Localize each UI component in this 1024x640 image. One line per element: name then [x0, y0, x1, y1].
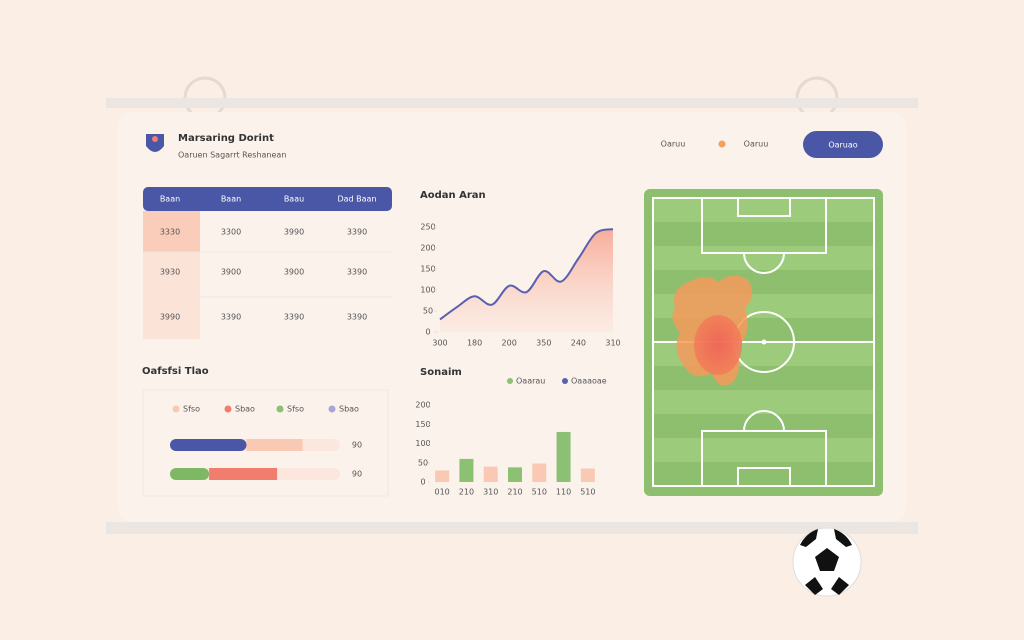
y-tick-label: 250 [420, 223, 435, 232]
table-header: Baan [221, 195, 241, 204]
legend-label: Sfso [287, 405, 304, 414]
pitch [644, 189, 883, 496]
x-tick-label: 310 [483, 488, 498, 497]
y-tick-label: 200 [415, 401, 430, 410]
progress-segment [209, 468, 278, 480]
title: Marsaring Dorint [178, 133, 274, 144]
x-tick-label: 510 [580, 488, 595, 497]
y-tick-label: 150 [415, 420, 430, 429]
bar [459, 458, 474, 482]
legend-swatch [276, 405, 284, 413]
table-cell: 3330 [160, 228, 180, 237]
y-tick-label: 150 [420, 265, 435, 274]
table-cell: 3900 [284, 268, 304, 277]
table-cell: 3990 [160, 313, 180, 322]
line [439, 228, 614, 321]
bar [483, 466, 498, 482]
legend-swatch [224, 405, 232, 413]
bar [532, 463, 547, 482]
y-tick-label: 0 [425, 328, 430, 337]
table-header: Baan [160, 195, 180, 204]
rail-bottom [106, 522, 918, 534]
x-tick-label: 180 [467, 339, 482, 348]
x-tick-label: 010 [435, 488, 450, 497]
line-area [440, 229, 613, 332]
chart-title: Aodan Aran [420, 190, 486, 201]
bar [508, 467, 522, 482]
table-header: Dad Baan [337, 195, 376, 204]
table-cell: 3390 [347, 313, 367, 322]
x-tick-label: 110 [556, 488, 571, 497]
legend-swatch [328, 405, 336, 413]
legend-label: Sfso [183, 405, 200, 414]
x-tick-label: 310 [605, 339, 620, 348]
chart-title: Oafsfsi Tlao [142, 366, 209, 377]
x-tick-label: 210 [507, 488, 522, 497]
panel [142, 389, 389, 497]
progress-label: 90 [352, 441, 362, 450]
legend-swatch [172, 405, 180, 413]
progress-segment [170, 468, 210, 480]
nav-dot [718, 140, 726, 148]
subtitle: Oaruen Sagarrt Reshanean [178, 151, 286, 160]
bar [580, 468, 595, 482]
table-cell: 3900 [221, 268, 241, 277]
table-cell-highlight [143, 211, 200, 252]
nav-item[interactable]: Oaruu [744, 140, 769, 149]
x-tick-label: 210 [459, 488, 474, 497]
x-tick-label: 510 [532, 488, 547, 497]
legend-label: Sbao [235, 405, 255, 414]
x-tick-label: 240 [571, 339, 586, 348]
progress-segment [170, 439, 247, 451]
legend-swatch [562, 378, 568, 384]
nav-item[interactable]: Oaruu [661, 140, 686, 149]
x-tick-label: 300 [432, 339, 447, 348]
progress-segment [246, 439, 303, 451]
logo [146, 134, 164, 152]
bar [556, 431, 571, 482]
y-tick-label: 100 [415, 439, 430, 448]
bar [435, 470, 450, 482]
legend-swatch [507, 378, 513, 384]
chart-title: Sonaim [420, 367, 462, 378]
legend-label: Sbao [339, 405, 359, 414]
y-tick-label: 50 [423, 307, 433, 316]
y-tick-label: 200 [420, 244, 435, 253]
y-tick-label: 50 [418, 458, 428, 467]
table-cell: 3390 [284, 313, 304, 322]
button-label[interactable]: Oaruao [828, 141, 857, 150]
y-tick-label: 0 [420, 478, 425, 487]
table-header: Baau [284, 195, 304, 204]
button[interactable] [803, 131, 883, 158]
table-header-bg [143, 187, 392, 211]
y-tick-label: 100 [420, 286, 435, 295]
table-cell: 3300 [221, 228, 241, 237]
soccer-ball [792, 527, 862, 597]
legend-label: Oaaaoae [571, 377, 607, 386]
table-cell: 3990 [284, 228, 304, 237]
table-cell: 3390 [347, 228, 367, 237]
legend-label: Oaarau [516, 377, 545, 386]
x-tick-label: 200 [502, 339, 517, 348]
table-cell: 3930 [160, 268, 180, 277]
progress-label: 90 [352, 470, 362, 479]
table-cell: 3390 [221, 313, 241, 322]
table-cell: 3390 [347, 268, 367, 277]
rail-top [106, 98, 918, 108]
x-tick-label: 350 [536, 339, 551, 348]
